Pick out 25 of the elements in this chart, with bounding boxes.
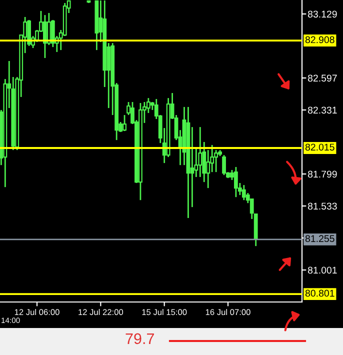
candlestick bbox=[43, 14, 47, 59]
text: 79.7 bbox=[126, 333, 154, 344]
ref-line-label: 80.801 bbox=[305, 290, 334, 297]
candlestick bbox=[198, 126, 202, 178]
y-tick-label: 83.129 bbox=[308, 10, 337, 18]
ref-line-label: 81.255 bbox=[305, 235, 334, 242]
y-tick-label: 81.799 bbox=[308, 170, 337, 178]
y-tick-label: 81.533 bbox=[308, 202, 337, 210]
x-tick-label: 12 Jul 06:00 bbox=[14, 308, 60, 316]
candlestick bbox=[122, 114, 126, 132]
candlestick bbox=[234, 166, 238, 198]
x-tick-label: 12 Jul 22:00 bbox=[78, 308, 124, 316]
candlestick bbox=[190, 126, 194, 208]
candlestick bbox=[46, 12, 51, 46]
y-tick-label: 82.597 bbox=[308, 74, 337, 82]
candlestick bbox=[214, 149, 218, 173]
candlestick bbox=[206, 149, 210, 189]
ref-line-label: 82.908 bbox=[305, 36, 334, 44]
candlestick bbox=[242, 184, 246, 201]
y-tick-label: 82.331 bbox=[308, 106, 337, 114]
y-tick-label: 81.001 bbox=[308, 266, 337, 274]
x-tick-label: 15 Jul 15:00 bbox=[142, 308, 187, 316]
x-tick-label: 16 Jul 07:00 bbox=[206, 308, 250, 316]
ref-line-label: 82.015 bbox=[305, 144, 334, 151]
candlestick bbox=[222, 154, 226, 176]
